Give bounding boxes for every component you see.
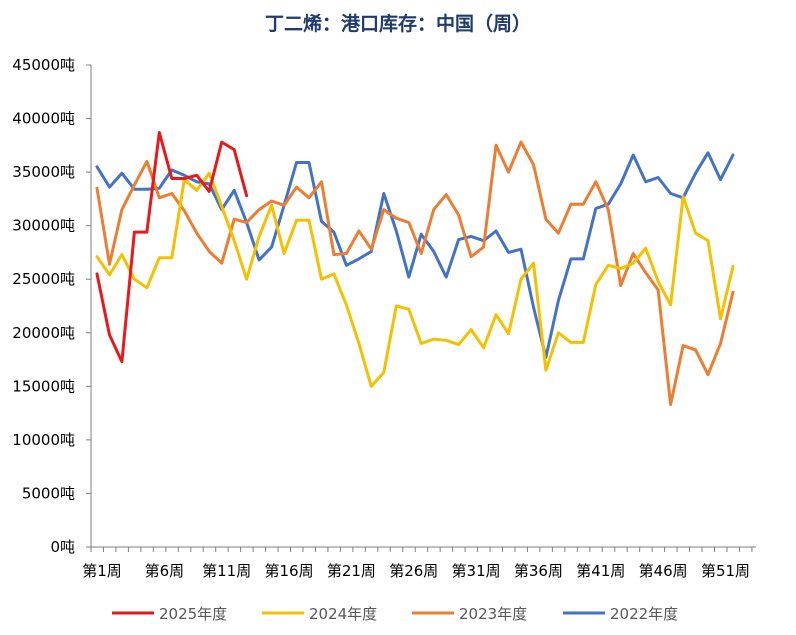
x-tick-label: 第46周 bbox=[639, 562, 688, 580]
x-tick-label: 第16周 bbox=[265, 562, 314, 580]
legend-label: 2023年度 bbox=[459, 605, 527, 623]
plot-area bbox=[95, 131, 735, 406]
x-tick-label: 第1周 bbox=[82, 562, 122, 580]
series-line-2023年度 bbox=[95, 140, 735, 406]
x-tick-label: 第36周 bbox=[514, 562, 563, 580]
legend-label: 2024年度 bbox=[309, 605, 377, 623]
y-tick-label: 0吨 bbox=[50, 538, 75, 556]
y-tick-label: 45000吨 bbox=[12, 56, 75, 74]
y-axis: 0吨 5000吨 10000吨 15000吨 20000吨 25000吨 30000吨 350… bbox=[12, 56, 92, 556]
y-tick-label: 5000吨 bbox=[22, 484, 75, 502]
x-axis: 第1周 第6周 第11周 第16周 第21周 第26周 第31周 第36周 第41周 第46周 第5… bbox=[82, 546, 756, 580]
legend-label: 2025年度 bbox=[159, 605, 227, 623]
y-tick-label: 25000吨 bbox=[12, 270, 75, 288]
legend-label: 2022年度 bbox=[610, 605, 678, 623]
series-line-2024年度 bbox=[95, 171, 735, 388]
y-tick-label: 10000吨 bbox=[12, 431, 75, 449]
y-tick-label: 35000吨 bbox=[12, 163, 75, 181]
x-tick-label: 第26周 bbox=[389, 562, 438, 580]
x-tick-label: 第11周 bbox=[202, 562, 251, 580]
chart-title: 丁二烯：港口库存：中国（周） bbox=[265, 12, 531, 35]
x-tick-label: 第21周 bbox=[327, 562, 376, 580]
x-tick-label: 第31周 bbox=[452, 562, 501, 580]
x-tick-label: 第6周 bbox=[145, 562, 185, 580]
x-tick-label: 第51周 bbox=[701, 562, 750, 580]
y-tick-label: 15000吨 bbox=[12, 377, 75, 395]
y-tick-label: 40000吨 bbox=[12, 110, 75, 128]
legend: 2025年度 2024年度 2023年度 2022年度 bbox=[112, 605, 678, 623]
x-tick-label: 第41周 bbox=[576, 562, 625, 580]
y-tick-label: 30000吨 bbox=[12, 217, 75, 235]
y-tick-label: 20000吨 bbox=[12, 324, 75, 342]
series-line-2025年度 bbox=[95, 131, 249, 364]
